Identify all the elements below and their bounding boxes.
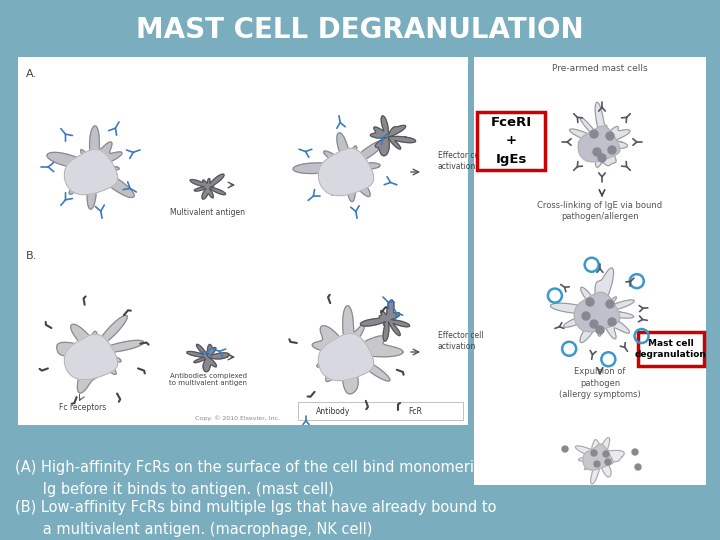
Text: Mast cell
degranulation: Mast cell degranulation (635, 339, 707, 359)
Polygon shape (605, 459, 611, 465)
Text: B.: B. (26, 251, 37, 261)
Polygon shape (47, 126, 134, 209)
Polygon shape (190, 174, 225, 199)
Polygon shape (57, 315, 144, 393)
Polygon shape (593, 148, 601, 156)
Bar (474, 57, 706, 485)
Polygon shape (590, 320, 598, 328)
Bar (18, 57, 468, 425)
Text: (A) High-affinity FcRs on the surface of the cell bind monomeric
      Ig before: (A) High-affinity FcRs on the surface of… (15, 460, 482, 497)
Polygon shape (608, 146, 616, 154)
Polygon shape (590, 130, 598, 138)
Bar (477, 112, 545, 170)
Text: A.: A. (26, 69, 37, 79)
Polygon shape (64, 334, 117, 380)
Text: (B) Low-affinity FcRs bind multiple Igs that have already bound to
      a multi: (B) Low-affinity FcRs bind multiple Igs … (15, 500, 497, 537)
Polygon shape (583, 444, 613, 470)
Polygon shape (591, 450, 597, 456)
Text: Antibody: Antibody (316, 407, 351, 415)
Polygon shape (318, 148, 374, 195)
Text: Multivalent antigen: Multivalent antigen (171, 208, 246, 217)
Polygon shape (575, 437, 624, 484)
Bar (298, 402, 463, 420)
Polygon shape (606, 132, 614, 140)
Text: Antibodies complexed
to multivalent antigen: Antibodies complexed to multivalent anti… (169, 373, 247, 386)
Polygon shape (550, 268, 634, 342)
Polygon shape (312, 306, 403, 394)
Polygon shape (186, 345, 229, 372)
Polygon shape (596, 326, 604, 334)
Polygon shape (603, 451, 609, 457)
Polygon shape (606, 300, 614, 308)
Text: Fc receptors: Fc receptors (59, 403, 107, 412)
Text: Effector cell
activation: Effector cell activation (438, 331, 484, 351)
Polygon shape (594, 461, 600, 467)
Polygon shape (64, 150, 117, 195)
Polygon shape (361, 300, 410, 341)
Polygon shape (370, 116, 415, 156)
Polygon shape (293, 133, 384, 201)
Text: Expulsion of
pathogen
(allergy symptoms): Expulsion of pathogen (allergy symptoms) (559, 367, 641, 399)
Polygon shape (575, 292, 620, 332)
Polygon shape (582, 312, 590, 320)
Text: Cross-linking of IgE via bound
pathogen/allergen: Cross-linking of IgE via bound pathogen/… (537, 200, 662, 221)
Text: MAST CELL DEGRANULATION: MAST CELL DEGRANULATION (136, 16, 584, 44)
Polygon shape (598, 154, 606, 162)
Polygon shape (318, 333, 374, 381)
Polygon shape (562, 446, 568, 452)
Polygon shape (635, 464, 641, 470)
Bar (638, 332, 704, 366)
Text: Copy. © 2010 Elsevier, Inc.: Copy. © 2010 Elsevier, Inc. (195, 415, 281, 421)
Polygon shape (578, 126, 620, 162)
Polygon shape (632, 449, 638, 455)
Text: Pre-armed mast cells: Pre-armed mast cells (552, 64, 648, 73)
Text: Effector cell
activation: Effector cell activation (438, 151, 484, 171)
Polygon shape (570, 102, 630, 167)
Polygon shape (586, 298, 594, 306)
Text: FceRI
+
IgEs: FceRI + IgEs (490, 117, 531, 165)
Polygon shape (608, 318, 616, 326)
Text: FcR: FcR (408, 407, 422, 415)
